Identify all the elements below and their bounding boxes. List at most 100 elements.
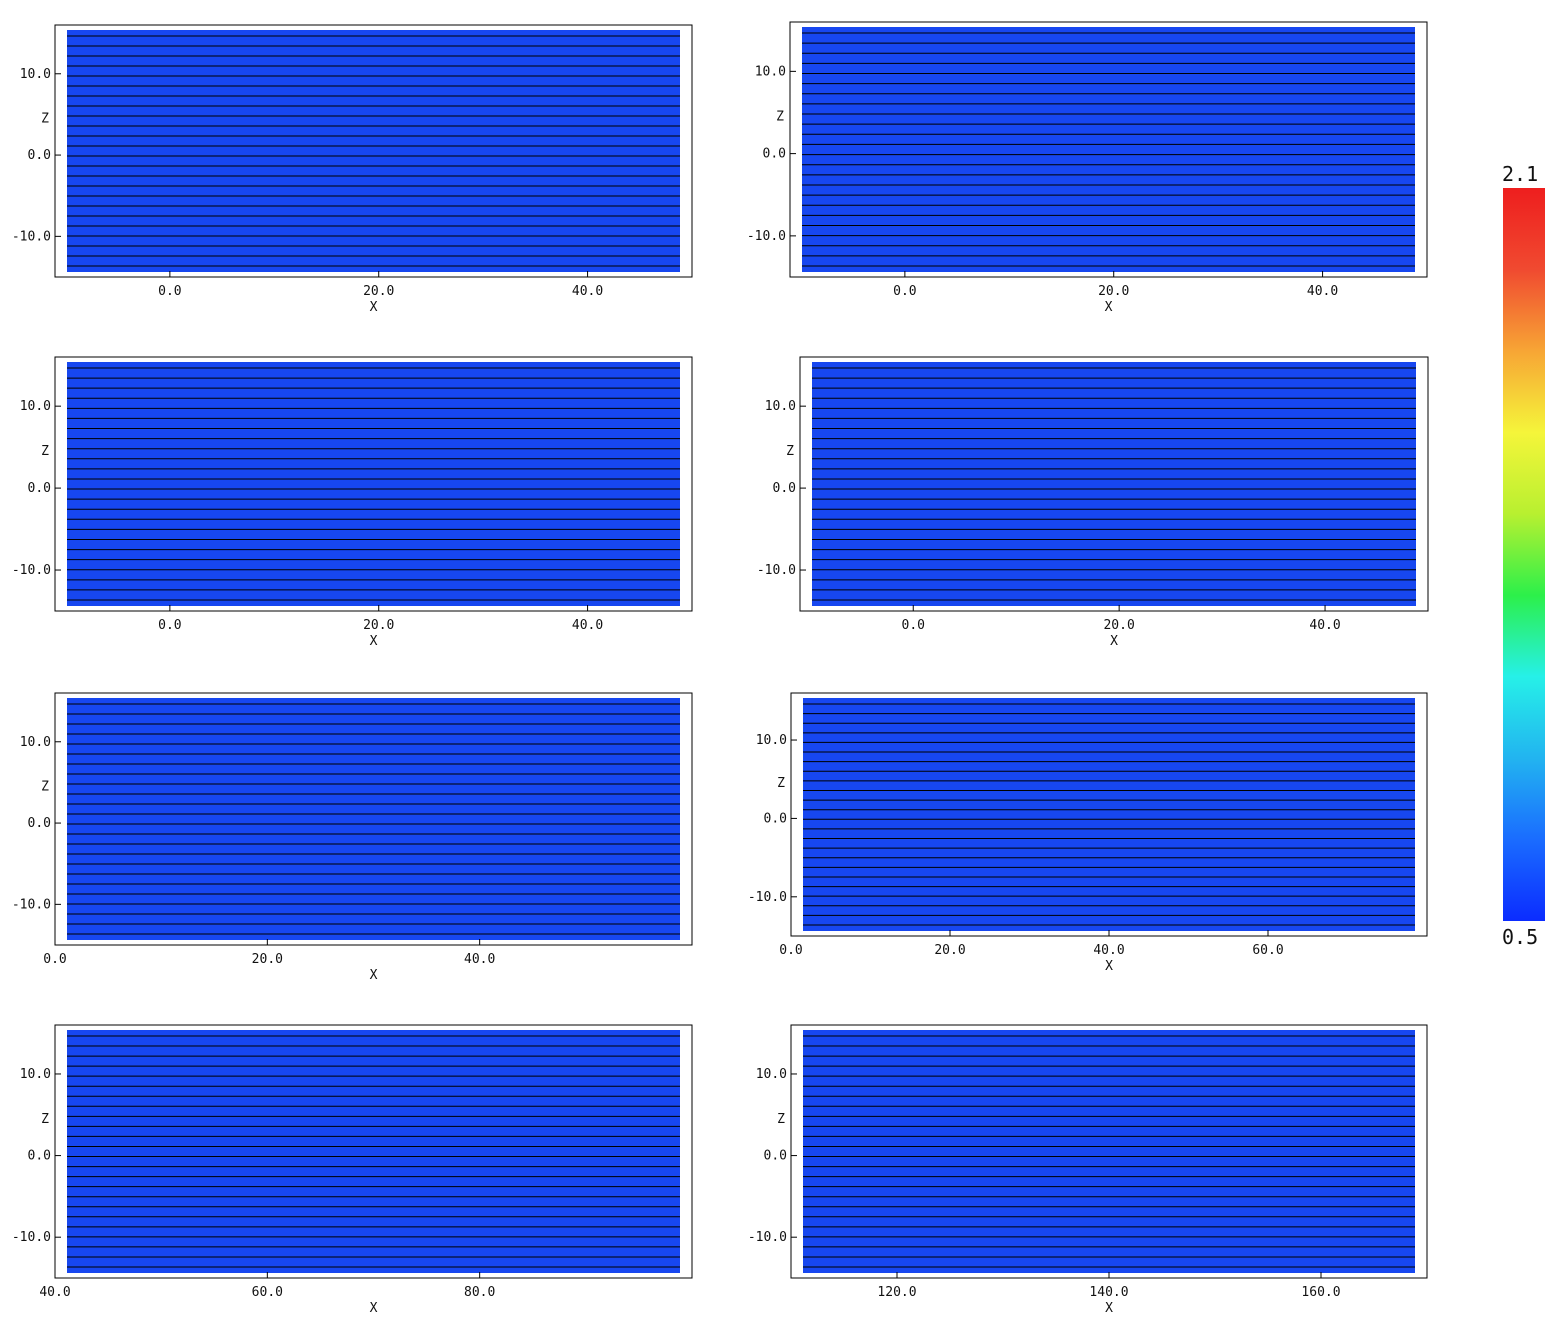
y-axis-label: Z xyxy=(41,111,49,126)
panel-1: 0.0 20.0 40.0 10.0 0.0 -10.0 X Z xyxy=(12,24,693,315)
x-tick-label: 60.0 xyxy=(1252,943,1283,958)
x-tick-label: 40.0 xyxy=(464,952,495,967)
x-tick-label: 20.0 xyxy=(934,943,965,958)
x-tick-label: 80.0 xyxy=(464,1285,495,1300)
y-tick-label: 0.0 xyxy=(773,481,796,496)
y-tick-label: -10.0 xyxy=(12,563,51,578)
panel-8: 120.0 140.0 160.0 10.0 0.0 -10.0 X Z xyxy=(748,1024,1428,1316)
y-tick-label: -10.0 xyxy=(12,897,51,912)
y-tick-label: -10.0 xyxy=(747,229,786,244)
density-field xyxy=(67,30,680,272)
x-axis-label: X xyxy=(370,300,378,315)
x-tick-label: 0.0 xyxy=(43,952,66,967)
y-tick-label: 10.0 xyxy=(20,67,51,82)
y-tick-label: 10.0 xyxy=(756,733,787,748)
colorbar-scale xyxy=(1503,188,1545,921)
x-axis-label: X xyxy=(370,1301,378,1316)
y-tick-label: 10.0 xyxy=(20,1067,51,1082)
y-axis-label: Z xyxy=(41,779,49,794)
x-tick-label: 60.0 xyxy=(252,1285,283,1300)
streamlines xyxy=(812,367,1416,601)
plot-frame xyxy=(789,21,1428,278)
density-field xyxy=(67,362,680,606)
density-field xyxy=(812,362,1416,606)
x-tick-label: 160.0 xyxy=(1301,1285,1340,1300)
density-field xyxy=(802,27,1415,272)
density-field xyxy=(803,1030,1415,1273)
y-tick-label: 0.0 xyxy=(764,1149,787,1164)
x-axis-label: X xyxy=(1105,959,1113,974)
y-tick-label: -10.0 xyxy=(757,563,796,578)
x-tick-label: 40.0 xyxy=(39,1285,70,1300)
x-tick-label: 20.0 xyxy=(363,284,394,299)
panel-5: 0.0 20.0 40.0 10.0 0.0 -10.0 X Z xyxy=(12,692,693,983)
streamlines xyxy=(67,703,680,935)
streamlines xyxy=(803,703,1415,926)
x-tick-label: 0.0 xyxy=(158,284,181,299)
x-tick-label: 40.0 xyxy=(572,284,603,299)
x-tick-label: 0.0 xyxy=(902,618,925,633)
y-tick-label: 10.0 xyxy=(20,399,51,414)
x-axis-label: X xyxy=(1110,634,1118,649)
x-tick-label: 0.0 xyxy=(779,943,802,958)
y-axis-label: Z xyxy=(41,1112,49,1127)
x-tick-label: 40.0 xyxy=(572,618,603,633)
x-tick-label: 0.0 xyxy=(893,284,916,299)
plot-frame xyxy=(54,356,693,612)
colorbar-min-label: 0.5 xyxy=(1502,925,1538,949)
y-tick-label: 10.0 xyxy=(20,735,51,750)
panel-6: 0.0 20.0 40.0 60.0 10.0 0.0 -10.0 X Z xyxy=(748,692,1428,974)
streamlines xyxy=(67,1035,680,1268)
panel-3: 0.0 20.0 40.0 10.0 0.0 -10.0 X Z xyxy=(12,356,693,649)
panel-2: 0.0 20.0 40.0 10.0 0.0 -10.0 X Z xyxy=(747,21,1428,315)
y-tick-label: 0.0 xyxy=(28,816,51,831)
streamlines xyxy=(803,1035,1415,1268)
panel-7: 40.0 60.0 80.0 10.0 0.0 -10.0 X Z xyxy=(12,1024,693,1316)
x-axis-label: X xyxy=(370,634,378,649)
panel-grid: 0.0 20.0 40.0 10.0 0.0 -10.0 X Z 0.0 20.0 40.0 10.0… xyxy=(12,21,1429,1316)
density-field xyxy=(67,698,680,940)
streamlines xyxy=(67,35,680,267)
x-tick-label: 0.0 xyxy=(158,618,181,633)
panel-4: 0.0 20.0 40.0 10.0 0.0 -10.0 X Z xyxy=(757,356,1429,649)
y-tick-label: -10.0 xyxy=(12,229,51,244)
colorbar-max-label: 2.1 xyxy=(1502,162,1538,186)
y-tick-label: -10.0 xyxy=(12,1230,51,1245)
plot-frame xyxy=(54,692,693,946)
y-tick-label: 10.0 xyxy=(765,399,796,414)
y-tick-label: 0.0 xyxy=(28,148,51,163)
plot-frame xyxy=(54,1024,693,1279)
y-tick-label: 10.0 xyxy=(755,64,786,79)
y-axis-label: Z xyxy=(776,110,784,125)
x-tick-label: 40.0 xyxy=(1093,943,1124,958)
streamlines xyxy=(67,367,680,601)
x-tick-label: 40.0 xyxy=(1309,618,1340,633)
y-axis-label: Z xyxy=(777,776,785,791)
y-tick-label: 0.0 xyxy=(28,1149,51,1164)
x-tick-label: 20.0 xyxy=(363,618,394,633)
density-field xyxy=(67,1030,680,1273)
y-axis-label: Z xyxy=(786,444,794,459)
x-tick-label: 140.0 xyxy=(1089,1285,1128,1300)
density-field xyxy=(803,698,1415,931)
x-axis-label: X xyxy=(370,968,378,983)
streamlines xyxy=(802,32,1415,267)
plot-frame xyxy=(54,24,693,278)
x-tick-label: 20.0 xyxy=(1103,618,1134,633)
plot-frame xyxy=(799,356,1429,612)
x-tick-label: 20.0 xyxy=(252,952,283,967)
x-axis-label: X xyxy=(1105,300,1113,315)
colorbar: 2.1 0.5 xyxy=(1502,162,1545,949)
y-tick-label: 0.0 xyxy=(764,811,787,826)
y-tick-label: 0.0 xyxy=(763,147,786,162)
y-tick-label: 10.0 xyxy=(756,1067,787,1082)
y-axis-label: Z xyxy=(777,1112,785,1127)
y-tick-label: -10.0 xyxy=(748,890,787,905)
x-tick-label: 40.0 xyxy=(1307,284,1338,299)
y-tick-label: -10.0 xyxy=(748,1230,787,1245)
x-axis-label: X xyxy=(1105,1301,1113,1316)
y-axis-label: Z xyxy=(41,444,49,459)
y-tick-label: 0.0 xyxy=(28,481,51,496)
x-tick-label: 120.0 xyxy=(877,1285,916,1300)
